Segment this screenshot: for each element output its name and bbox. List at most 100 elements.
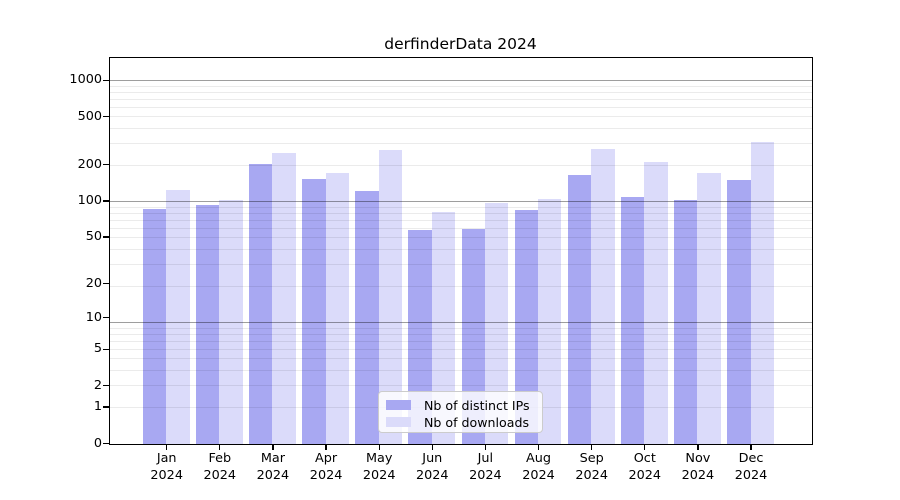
y-tick-1000 [103, 79, 110, 82]
bar-downloads-may [378, 149, 403, 444]
x-tick-nov [697, 445, 699, 450]
grid-layer [109, 58, 812, 444]
gridline-minor [109, 106, 812, 108]
gridline-minor [109, 85, 812, 87]
y-tick-50 [103, 236, 110, 238]
x-tick-label-oct: Oct 2024 [628, 451, 662, 483]
gridline-minor [109, 370, 812, 372]
plot-area [108, 57, 813, 445]
x-tick-dec [750, 445, 752, 450]
y-tick-label-10: 10 [85, 309, 102, 325]
gridline-minor [109, 219, 812, 221]
x-tick-label-jun: Jun 2024 [416, 451, 449, 483]
x-tick-sep [591, 445, 593, 450]
x-tick-label-sep: Sep 2024 [575, 451, 608, 483]
x-tick-label-apr: Apr 2024 [309, 451, 343, 483]
bar-distinct-ips-jul [461, 228, 485, 444]
x-tick-oct [644, 445, 646, 450]
y-tick-label-1: 1 [93, 399, 102, 415]
gridline-minor [109, 98, 812, 100]
x-tick-label-dec: Dec 2024 [734, 451, 768, 483]
legend-item-downloads: Nb of downloads [386, 414, 534, 430]
bar-distinct-ips-nov [674, 199, 698, 444]
bar-downloads-nov [697, 173, 721, 444]
legend-swatch-downloads [386, 417, 411, 427]
legend-item-distinct-ips: Nb of distinct IPs [386, 397, 534, 413]
y-tick-label-200: 200 [77, 156, 102, 172]
bar-distinct-ips-jan [142, 208, 167, 444]
y-tick-label-5: 5 [93, 341, 102, 357]
bar-downloads-jul [484, 202, 509, 444]
y-tick-100 [103, 200, 110, 202]
y-tick-0 [103, 442, 110, 445]
x-tick-label-aug: Aug 2024 [522, 451, 555, 483]
y-tick-label-500: 500 [77, 108, 102, 124]
gridline-major [109, 80, 812, 81]
bar-downloads-jan [166, 189, 190, 444]
y-tick-label-20: 20 [85, 275, 102, 291]
bar-downloads-oct [644, 161, 668, 444]
y-tick-label-100: 100 [77, 193, 102, 208]
x-tick-jul [484, 445, 487, 450]
gridline-minor [109, 285, 812, 287]
y-tick-500 [103, 116, 110, 118]
x-tick-jun [431, 445, 433, 450]
gridline-minor [109, 249, 812, 251]
gridline-minor [109, 91, 812, 93]
x-tick-mar [272, 445, 274, 450]
bars-layer [110, 58, 812, 444]
bar-distinct-ips-apr [302, 179, 326, 444]
gridline-minor [109, 116, 812, 118]
y-tick-200 [103, 164, 110, 166]
bar-downloads-dec [750, 142, 774, 444]
gridline-minor [109, 143, 812, 145]
bar-downloads-aug [538, 198, 562, 444]
gridline-minor [109, 358, 812, 360]
bar-distinct-ips-jun [408, 229, 432, 444]
bar-distinct-ips-oct [620, 197, 645, 444]
gridline-minor [109, 206, 812, 208]
gridline-minor [109, 212, 812, 214]
x-tick-jan [166, 445, 168, 450]
legend-label-downloads: Nb of downloads [424, 414, 530, 430]
x-tick-aug [537, 445, 540, 450]
legend-swatch-distinct-ips [386, 400, 411, 410]
y-tick-label-1000: 1000 [69, 72, 102, 88]
y-tick-20 [103, 282, 110, 285]
y-tick-1 [103, 406, 110, 408]
x-tick-label-feb: Feb 2024 [203, 451, 237, 483]
y-tick-label-2: 2 [93, 377, 102, 393]
x-tick-feb [219, 445, 221, 450]
legend: Nb of distinct IPs Nb of downloads [378, 391, 543, 433]
bar-distinct-ips-dec [727, 180, 751, 444]
gridline-minor [109, 164, 812, 166]
gridline-minor [109, 385, 812, 387]
gridline-minor [109, 327, 812, 329]
bar-distinct-ips-may [355, 191, 379, 444]
bar-distinct-ips-mar [249, 164, 273, 444]
bar-downloads-apr [325, 172, 349, 444]
gridline-minor [109, 128, 812, 130]
bar-downloads-feb [219, 200, 243, 444]
y-tick-label-50: 50 [85, 228, 102, 244]
x-tick-label-nov: Nov 2024 [681, 451, 715, 483]
gridline-minor [109, 340, 812, 342]
bar-downloads-sep [591, 148, 615, 444]
chart-title: derfinderData 2024 [384, 35, 537, 53]
y-tick-5 [103, 348, 110, 350]
bar-downloads-mar [272, 153, 296, 444]
gridline-minor [109, 227, 812, 229]
x-tick-label-jul: Jul 2024 [469, 451, 502, 483]
gridline-minor [109, 333, 812, 335]
legend-label-distinct-ips: Nb of distinct IPs [424, 397, 530, 413]
bar-downloads-jun [431, 212, 456, 444]
x-tick-apr [325, 445, 327, 450]
bar-distinct-ips-aug [514, 209, 539, 444]
x-tick-label-mar: Mar 2024 [256, 451, 290, 483]
x-tick-label-jan: Jan 2024 [150, 451, 183, 483]
y-tick-10 [103, 316, 110, 319]
bar-distinct-ips-sep [567, 174, 592, 444]
gridline-minor [109, 264, 812, 266]
y-tick-label-0: 0 [93, 435, 102, 451]
